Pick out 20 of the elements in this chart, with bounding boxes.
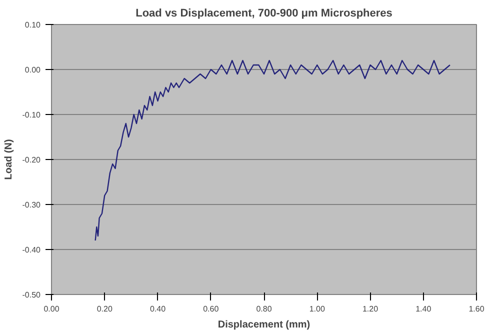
x-tick-label: 0.20 <box>96 304 113 314</box>
x-tick-label: 0.40 <box>150 304 166 314</box>
y-tick-label: -0.30 <box>22 200 42 210</box>
x-tick-label: 0.00 <box>44 304 60 314</box>
x-axis-title: Displacement (mm) <box>218 320 310 330</box>
chart-title: Load vs Displacement, 700-900 μm Microspheres <box>136 8 392 20</box>
x-tick-label: 1.60 <box>468 304 485 314</box>
y-tick-label: -0.50 <box>22 290 42 300</box>
y-tick-label: -0.20 <box>22 156 42 164</box>
y-axis-title: Load (N) <box>3 139 14 180</box>
x-tick-label: 1.20 <box>362 304 379 314</box>
y-tick-label: -0.10 <box>22 110 42 120</box>
y-tick-label: -0.40 <box>22 246 42 254</box>
x-tick-label: 0.80 <box>256 304 272 314</box>
y-tick-label: 0.00 <box>24 66 42 74</box>
line-series <box>94 60 451 242</box>
x-tick-label: 1.40 <box>416 304 432 314</box>
x-tick-label: 0.60 <box>203 304 220 314</box>
y-tick-label: 0.10 <box>24 20 42 30</box>
x-tick-label: 1.00 <box>309 304 326 314</box>
